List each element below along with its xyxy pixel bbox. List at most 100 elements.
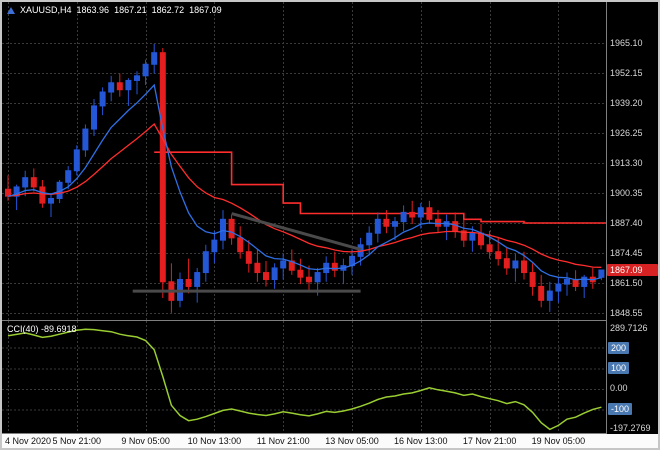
price-axis[interactable]: 1965.10 1952.15 1939.20 1926.25 1913.30 1900.… [607, 2, 658, 434]
candle [99, 87, 106, 116]
price-axis-label: 1848.55 [610, 307, 643, 318]
candle [426, 200, 433, 224]
candle [220, 210, 226, 250]
trendline-object [231, 212, 362, 251]
candle [529, 263, 536, 296]
candle [82, 124, 89, 157]
candle [108, 75, 115, 102]
ohlc-high: 1867.21 [114, 5, 147, 15]
price-axis-label: 1939.20 [610, 98, 643, 109]
candle [116, 73, 123, 97]
current-price-badge: 1867.09 [607, 264, 658, 277]
cci-axis-label: -197.2769 [610, 423, 651, 434]
main-chart-pane[interactable] [2, 2, 606, 320]
candle [22, 170, 29, 197]
candle [30, 168, 37, 192]
candle [392, 217, 398, 241]
candle [598, 269, 605, 281]
cci-level-badge: -100 [608, 403, 633, 416]
candle [159, 48, 166, 299]
main-grid-layer [2, 2, 606, 320]
candles-layer [5, 44, 605, 313]
cci-level-badge: 100 [608, 362, 630, 375]
time-axis-label: 11 Nov 21:00 [256, 436, 310, 446]
candle [65, 166, 72, 190]
candle [383, 210, 390, 234]
candle [538, 274, 545, 308]
candle [228, 214, 235, 245]
time-axis-label: 9 Nov 05:00 [121, 436, 170, 446]
candle [280, 254, 287, 280]
time-axis-label: 16 Nov 13:00 [394, 436, 448, 446]
cci-indicator-label: CCI(40) -89.6918 [7, 324, 77, 334]
candle [400, 205, 407, 231]
candle [202, 244, 209, 282]
candle [374, 212, 381, 243]
cci-indicator-pane[interactable] [2, 321, 606, 433]
chart-title: XAUUSD,H4 1863.96 1867.21 1862.72 1867.0… [7, 5, 227, 15]
time-axis-separator [2, 433, 658, 434]
time-axis[interactable]: 4 Nov 2020 5 Nov 21:00 9 Nov 05:00 10 Nov 1… [2, 434, 658, 448]
time-axis-label: 4 Nov 2020 [5, 436, 52, 446]
candle [245, 240, 252, 273]
candle [331, 251, 338, 278]
price-axis-label: 1874.45 [610, 247, 643, 258]
price-axis-label: 1926.25 [610, 128, 643, 139]
candle [572, 270, 579, 292]
candle [546, 281, 553, 312]
candle [478, 223, 484, 250]
symbol-period-label: XAUUSD,H4 [20, 5, 72, 15]
cci-line [7, 328, 602, 431]
price-axis-label: 1900.35 [610, 188, 643, 199]
ma-slow-line [7, 122, 602, 268]
ohlc-open: 1863.96 [76, 5, 110, 15]
candle [340, 258, 347, 285]
candle [512, 254, 519, 282]
candle [443, 214, 450, 241]
candle [125, 78, 132, 106]
candle [555, 277, 562, 303]
time-axis-label: 19 Nov 05:00 [531, 436, 586, 446]
cci-level-badge: 200 [608, 341, 630, 354]
candle [306, 265, 312, 292]
ohlc-low: 1862.72 [151, 5, 185, 15]
cci-axis-label: 289.7126 [610, 323, 648, 334]
cci-axis-label: 0.00 [610, 382, 628, 393]
candle [254, 249, 261, 282]
candle [237, 226, 244, 259]
candle [435, 210, 441, 234]
candle [211, 230, 218, 264]
pane-separator[interactable] [2, 320, 658, 321]
price-axis-label: 1965.10 [610, 38, 643, 49]
ma-fast-line [7, 83, 602, 281]
candle [503, 247, 510, 275]
candle [263, 260, 269, 287]
candle [564, 272, 570, 296]
candle [521, 251, 527, 280]
price-axis-separator [606, 2, 607, 434]
candle [581, 274, 588, 299]
candle [151, 44, 158, 74]
symbol-icon [7, 6, 15, 14]
step-indicator-line [154, 151, 606, 224]
price-axis-label: 1913.30 [610, 158, 643, 169]
ohlc-close: 1867.09 [189, 5, 222, 15]
candle [271, 263, 278, 289]
candle [409, 200, 416, 224]
candle [297, 258, 304, 285]
cci-grid-layer [2, 321, 606, 433]
candle [194, 267, 201, 303]
candle [469, 226, 476, 252]
candle [142, 59, 149, 86]
time-axis-label: 10 Nov 13:00 [187, 436, 242, 446]
price-axis-label: 1861.50 [610, 277, 643, 288]
candle [91, 98, 97, 137]
time-axis-label: 17 Nov 21:00 [462, 436, 517, 446]
time-axis-label: 5 Nov 21:00 [52, 436, 102, 446]
price-axis-label: 1887.40 [610, 218, 643, 229]
candle [73, 145, 80, 176]
candle [185, 258, 192, 294]
candle [134, 71, 140, 95]
time-axis-label: 13 Nov 05:00 [325, 436, 379, 446]
candle [589, 267, 596, 289]
